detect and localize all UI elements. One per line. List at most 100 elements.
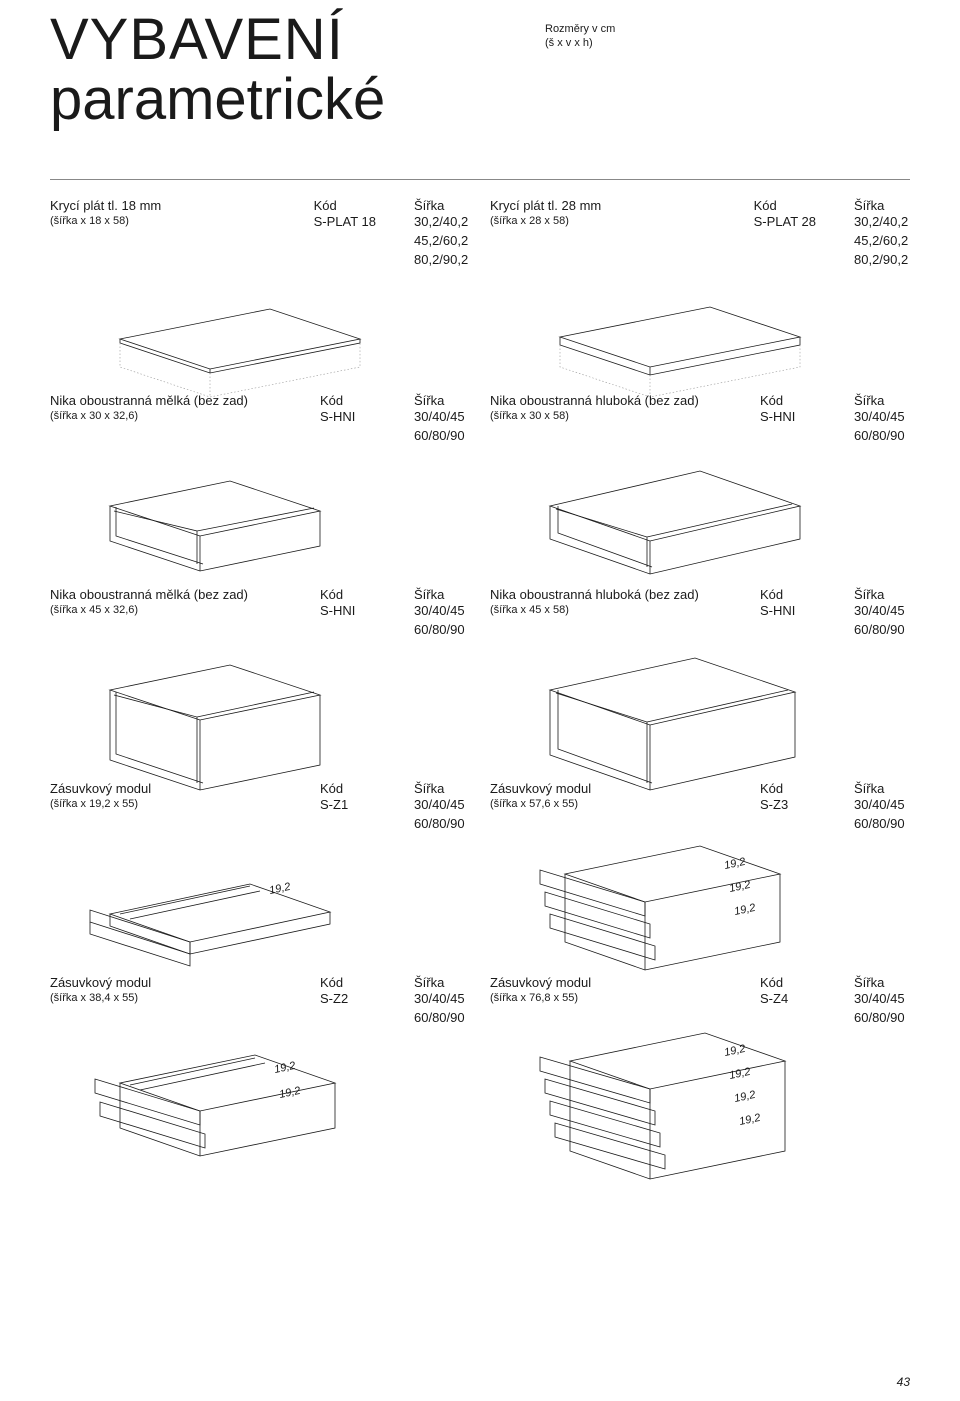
item-code: S-HNI: [760, 408, 816, 427]
row-5: Zásuvkový modul (šířka x 38,4 x 55) Kód …: [50, 975, 910, 1165]
item-title: Krycí plát tl. 18 mm: [50, 198, 161, 213]
item-header: Nika oboustranná hluboká (bez zad) (šířk…: [490, 393, 910, 446]
item-code: S-Z2: [320, 990, 376, 1009]
item-header: Krycí plát tl. 28 mm (šířka x 28 x 58) K…: [490, 198, 910, 270]
col-head-width: Šířka: [414, 393, 470, 408]
item-subtitle: (šířka x 30 x 58): [490, 410, 699, 422]
col-head-code: Kód: [760, 587, 816, 602]
item-width: 60/80/90: [854, 621, 910, 640]
item-title: Zásuvkový modul: [50, 975, 151, 990]
item-header: Nika oboustranná hluboká (bez zad) (šířk…: [490, 587, 910, 640]
dim-label: 19,2: [278, 1085, 301, 1101]
item-subtitle: (šířka x 38,4 x 55): [50, 992, 151, 1004]
item-sz2: Zásuvkový modul (šířka x 38,4 x 55) Kód …: [50, 975, 470, 1165]
diagram-drawer-1: 19,2: [50, 834, 470, 971]
item-header: Nika oboustranná mělká (bez zad) (šířka …: [50, 587, 470, 640]
item-width: 30/40/45: [854, 408, 910, 427]
page-number: 43: [897, 1375, 910, 1389]
dim-label: 19,2: [728, 879, 751, 895]
item-splat28: Krycí plát tl. 28 mm (šířka x 28 x 58) K…: [490, 198, 910, 390]
col-head-width: Šířka: [414, 587, 470, 602]
item-title: Krycí plát tl. 28 mm: [490, 198, 601, 213]
item-subtitle: (šířka x 18 x 58): [50, 215, 161, 227]
item-width: 60/80/90: [414, 1009, 470, 1028]
page: VYBAVENÍ parametrické Rozměry v cm (š x …: [0, 0, 960, 1401]
diagram-nika-deep-tall: [490, 640, 910, 777]
item-title: Nika oboustranná mělká (bez zad): [50, 587, 248, 602]
item-subtitle: (šířka x 45 x 32,6): [50, 604, 248, 616]
dim-label: 19,2: [733, 902, 756, 918]
dimensions-note: Rozměry v cm (š x v x h): [545, 22, 615, 51]
item-width: 60/80/90: [854, 1009, 910, 1028]
item-width: 60/80/90: [414, 427, 470, 446]
item-width: 30/40/45: [854, 602, 910, 621]
item-width: 30,2/40,2: [854, 213, 910, 232]
dim-label: 19,2: [733, 1089, 756, 1105]
item-nika-hluboka-30: Nika oboustranná hluboká (bez zad) (šířk…: [490, 393, 910, 583]
item-code: S-Z4: [760, 990, 816, 1009]
item-width: 30/40/45: [414, 602, 470, 621]
item-subtitle: (šířka x 28 x 58): [490, 215, 601, 227]
item-header: Krycí plát tl. 18 mm (šířka x 18 x 58) K…: [50, 198, 470, 270]
item-width: 30/40/45: [414, 990, 470, 1009]
item-code: S-PLAT 28: [754, 213, 816, 232]
diagram-nika-shallow-low: [50, 446, 470, 583]
diagram-plate-thin: [50, 269, 470, 389]
item-subtitle: (šířka x 57,6 x 55): [490, 798, 591, 810]
title-block: VYBAVENÍ parametrické Rozměry v cm (š x …: [50, 10, 910, 129]
item-width: 30/40/45: [854, 796, 910, 815]
item-width: 45,2/60,2: [414, 232, 470, 251]
diagram-drawer-3: 19,2 19,2 19,2: [490, 834, 910, 971]
item-width: 30/40/45: [414, 408, 470, 427]
col-head-width: Šířka: [414, 198, 470, 213]
col-head-code: Kód: [314, 198, 376, 213]
item-header: Zásuvkový modul (šířka x 38,4 x 55) Kód …: [50, 975, 470, 1028]
item-subtitle: (šířka x 76,8 x 55): [490, 992, 591, 1004]
item-nika-hluboka-45: Nika oboustranná hluboká (bez zad) (šířk…: [490, 587, 910, 777]
item-sz3: Zásuvkový modul (šířka x 57,6 x 55) Kód …: [490, 781, 910, 971]
dims-note-line1: Rozměry v cm: [545, 22, 615, 36]
diagram-drawer-4: 19,2 19,2 19,2 19,2: [490, 1028, 910, 1165]
item-width: 30,2/40,2: [414, 213, 470, 232]
item-width: 80,2/90,2: [414, 251, 470, 270]
item-width: 30/40/45: [414, 796, 470, 815]
item-nika-melka-45: Nika oboustranná mělká (bez zad) (šířka …: [50, 587, 470, 777]
dims-note-line2: (š x v x h): [545, 36, 615, 50]
item-width: 60/80/90: [414, 621, 470, 640]
item-width: 80,2/90,2: [854, 251, 910, 270]
item-width: 60/80/90: [854, 427, 910, 446]
item-code: S-HNI: [320, 408, 376, 427]
diagram-plate-thick: [490, 269, 910, 389]
item-nika-melka-30: Nika oboustranná mělká (bez zad) (šířka …: [50, 393, 470, 583]
diagram-nika-deep-low: [490, 446, 910, 583]
row-4: Zásuvkový modul (šířka x 19,2 x 55) Kód …: [50, 781, 910, 971]
item-code: S-HNI: [320, 602, 376, 621]
row-3: Nika oboustranná mělká (bez zad) (šířka …: [50, 587, 910, 777]
dim-label: 19,2: [268, 881, 291, 897]
col-head-width: Šířka: [854, 975, 910, 990]
item-code: S-PLAT 18: [314, 213, 376, 232]
item-subtitle: (šířka x 30 x 32,6): [50, 410, 248, 422]
item-subtitle: (šířka x 45 x 58): [490, 604, 699, 616]
col-head-width: Šířka: [854, 587, 910, 602]
divider: [50, 179, 910, 180]
item-width: 30/40/45: [854, 990, 910, 1009]
col-head-width: Šířka: [414, 781, 470, 796]
col-head-code: Kód: [320, 975, 376, 990]
item-header: Nika oboustranná mělká (bez zad) (šířka …: [50, 393, 470, 446]
item-sz4: Zásuvkový modul (šířka x 76,8 x 55) Kód …: [490, 975, 910, 1165]
item-width: 45,2/60,2: [854, 232, 910, 251]
item-splat18: Krycí plát tl. 18 mm (šířka x 18 x 58) K…: [50, 198, 470, 390]
diagram-nika-shallow-tall: [50, 640, 470, 777]
diagram-drawer-2: 19,2 19,2: [50, 1028, 470, 1165]
item-code: S-HNI: [760, 602, 816, 621]
item-width: 60/80/90: [414, 815, 470, 834]
page-title-line1: VYBAVENÍ: [50, 10, 910, 71]
dim-label: 19,2: [723, 856, 746, 872]
dim-label: 19,2: [723, 1043, 746, 1059]
col-head-width: Šířka: [854, 781, 910, 796]
item-sz1: Zásuvkový modul (šířka x 19,2 x 55) Kód …: [50, 781, 470, 971]
col-head-code: Kód: [320, 587, 376, 602]
col-head-width: Šířka: [414, 975, 470, 990]
col-head-width: Šířka: [854, 198, 910, 213]
